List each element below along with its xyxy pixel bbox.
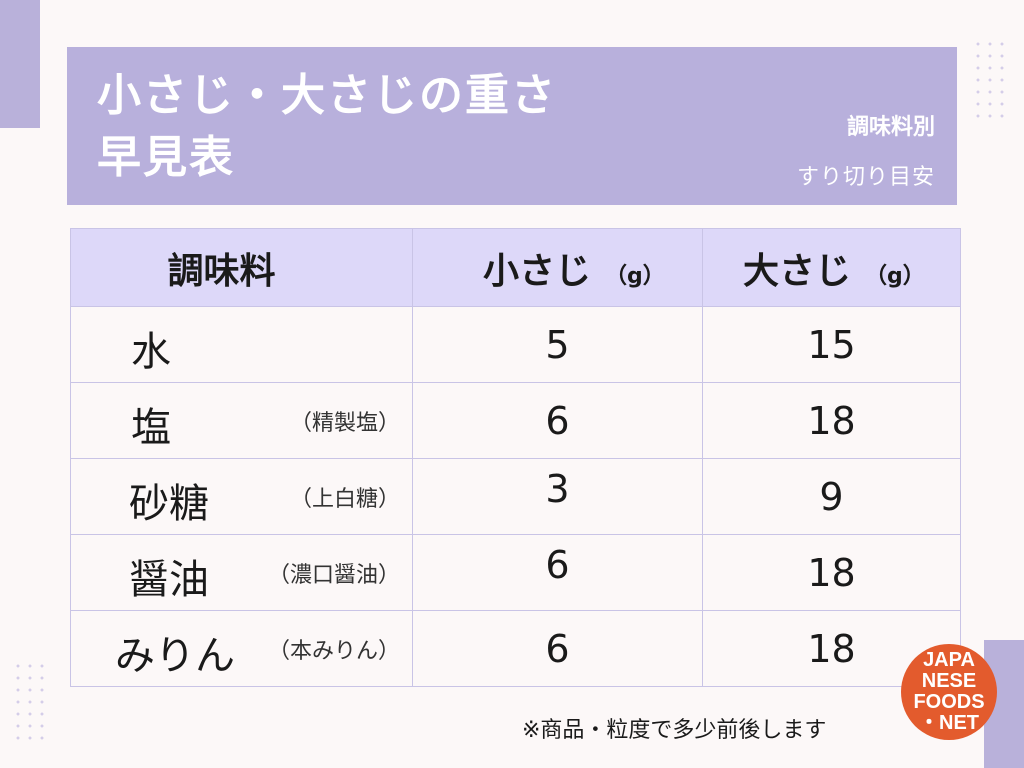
cell-name: みりん （本みりん）: [70, 610, 413, 687]
page-title: 小さじ・大さじの重さ 早見表: [97, 65, 557, 189]
logo-line-3: FOODS: [913, 691, 985, 713]
decorative-dots-top-right: [972, 38, 1012, 118]
cell-teaspoon-grams: 5: [412, 306, 703, 383]
header-teaspoon-label: 小さじ: [483, 250, 592, 292]
header-seasoning: 調味料: [70, 228, 413, 307]
japanese-foods-logo: JAPA NESE FOODS ・NET: [901, 644, 997, 740]
table-row-soy-sauce: 醤油 （濃口醤油） 6 18: [70, 534, 961, 611]
weight-table: 調味料 小さじ （g） 大さじ （g） 水 5 15 塩 （精製塩） 6 18 砂糖…: [70, 228, 961, 687]
header-tablespoon-unit: （g）: [865, 263, 925, 289]
seasoning-name: 醤油: [129, 557, 209, 603]
logo-line-2: NESE: [921, 670, 977, 692]
seasoning-name: 砂糖: [129, 481, 209, 527]
decorative-bar-left: [0, 0, 40, 128]
seasoning-note: （本みりん）: [267, 639, 400, 664]
logo-line-1: JAPA: [923, 649, 975, 671]
cell-teaspoon-grams: 6: [412, 534, 703, 611]
cell-tablespoon-grams: 9: [702, 458, 961, 535]
seasoning-name: 塩: [131, 405, 171, 451]
table-row-mirin: みりん （本みりん） 6 18: [70, 610, 961, 687]
title-line-2: 早見表: [97, 132, 235, 183]
cell-teaspoon-grams: 3: [412, 458, 703, 535]
title-line-1: 小さじ・大さじの重さ: [97, 70, 557, 121]
logo-line-4: ・NET: [919, 712, 979, 734]
cell-tablespoon-grams: 18: [702, 534, 961, 611]
cell-name: 砂糖 （上白糖）: [70, 458, 413, 535]
header-teaspoon-unit: （g）: [605, 263, 665, 289]
cell-name: 醤油 （濃口醤油）: [70, 534, 413, 611]
decorative-dots-bottom-left: [12, 660, 52, 740]
cell-name: 塩 （精製塩）: [70, 382, 413, 459]
cell-teaspoon-grams: 6: [412, 610, 703, 687]
header-teaspoon: 小さじ （g）: [412, 228, 703, 307]
table-header-row: 調味料 小さじ （g） 大さじ （g）: [70, 228, 961, 307]
cell-teaspoon-grams: 6: [412, 382, 703, 459]
header-tablespoon-label: 大さじ: [743, 250, 852, 292]
seasoning-name: 水: [131, 329, 171, 375]
title-banner: 小さじ・大さじの重さ 早見表 調味料別 すり切り目安: [67, 47, 957, 205]
table-row-salt: 塩 （精製塩） 6 18: [70, 382, 961, 459]
subtitle-leveled-guide: すり切り目安: [796, 165, 935, 190]
cell-name: 水: [70, 306, 413, 383]
seasoning-note: （精製塩）: [289, 411, 400, 436]
cell-tablespoon-grams: 18: [702, 382, 961, 459]
table-row-water: 水 5 15: [70, 306, 961, 383]
seasoning-note: （上白糖）: [289, 487, 400, 512]
cell-tablespoon-grams: 15: [702, 306, 961, 383]
table-row-sugar: 砂糖 （上白糖） 3 9: [70, 458, 961, 535]
seasoning-note: （濃口醤油）: [267, 563, 400, 588]
seasoning-name: みりん: [115, 633, 235, 679]
subtitle-by-seasoning: 調味料別: [846, 115, 935, 140]
footnote: ※商品・粒度で多少前後します: [522, 718, 827, 743]
header-tablespoon: 大さじ （g）: [702, 228, 961, 307]
